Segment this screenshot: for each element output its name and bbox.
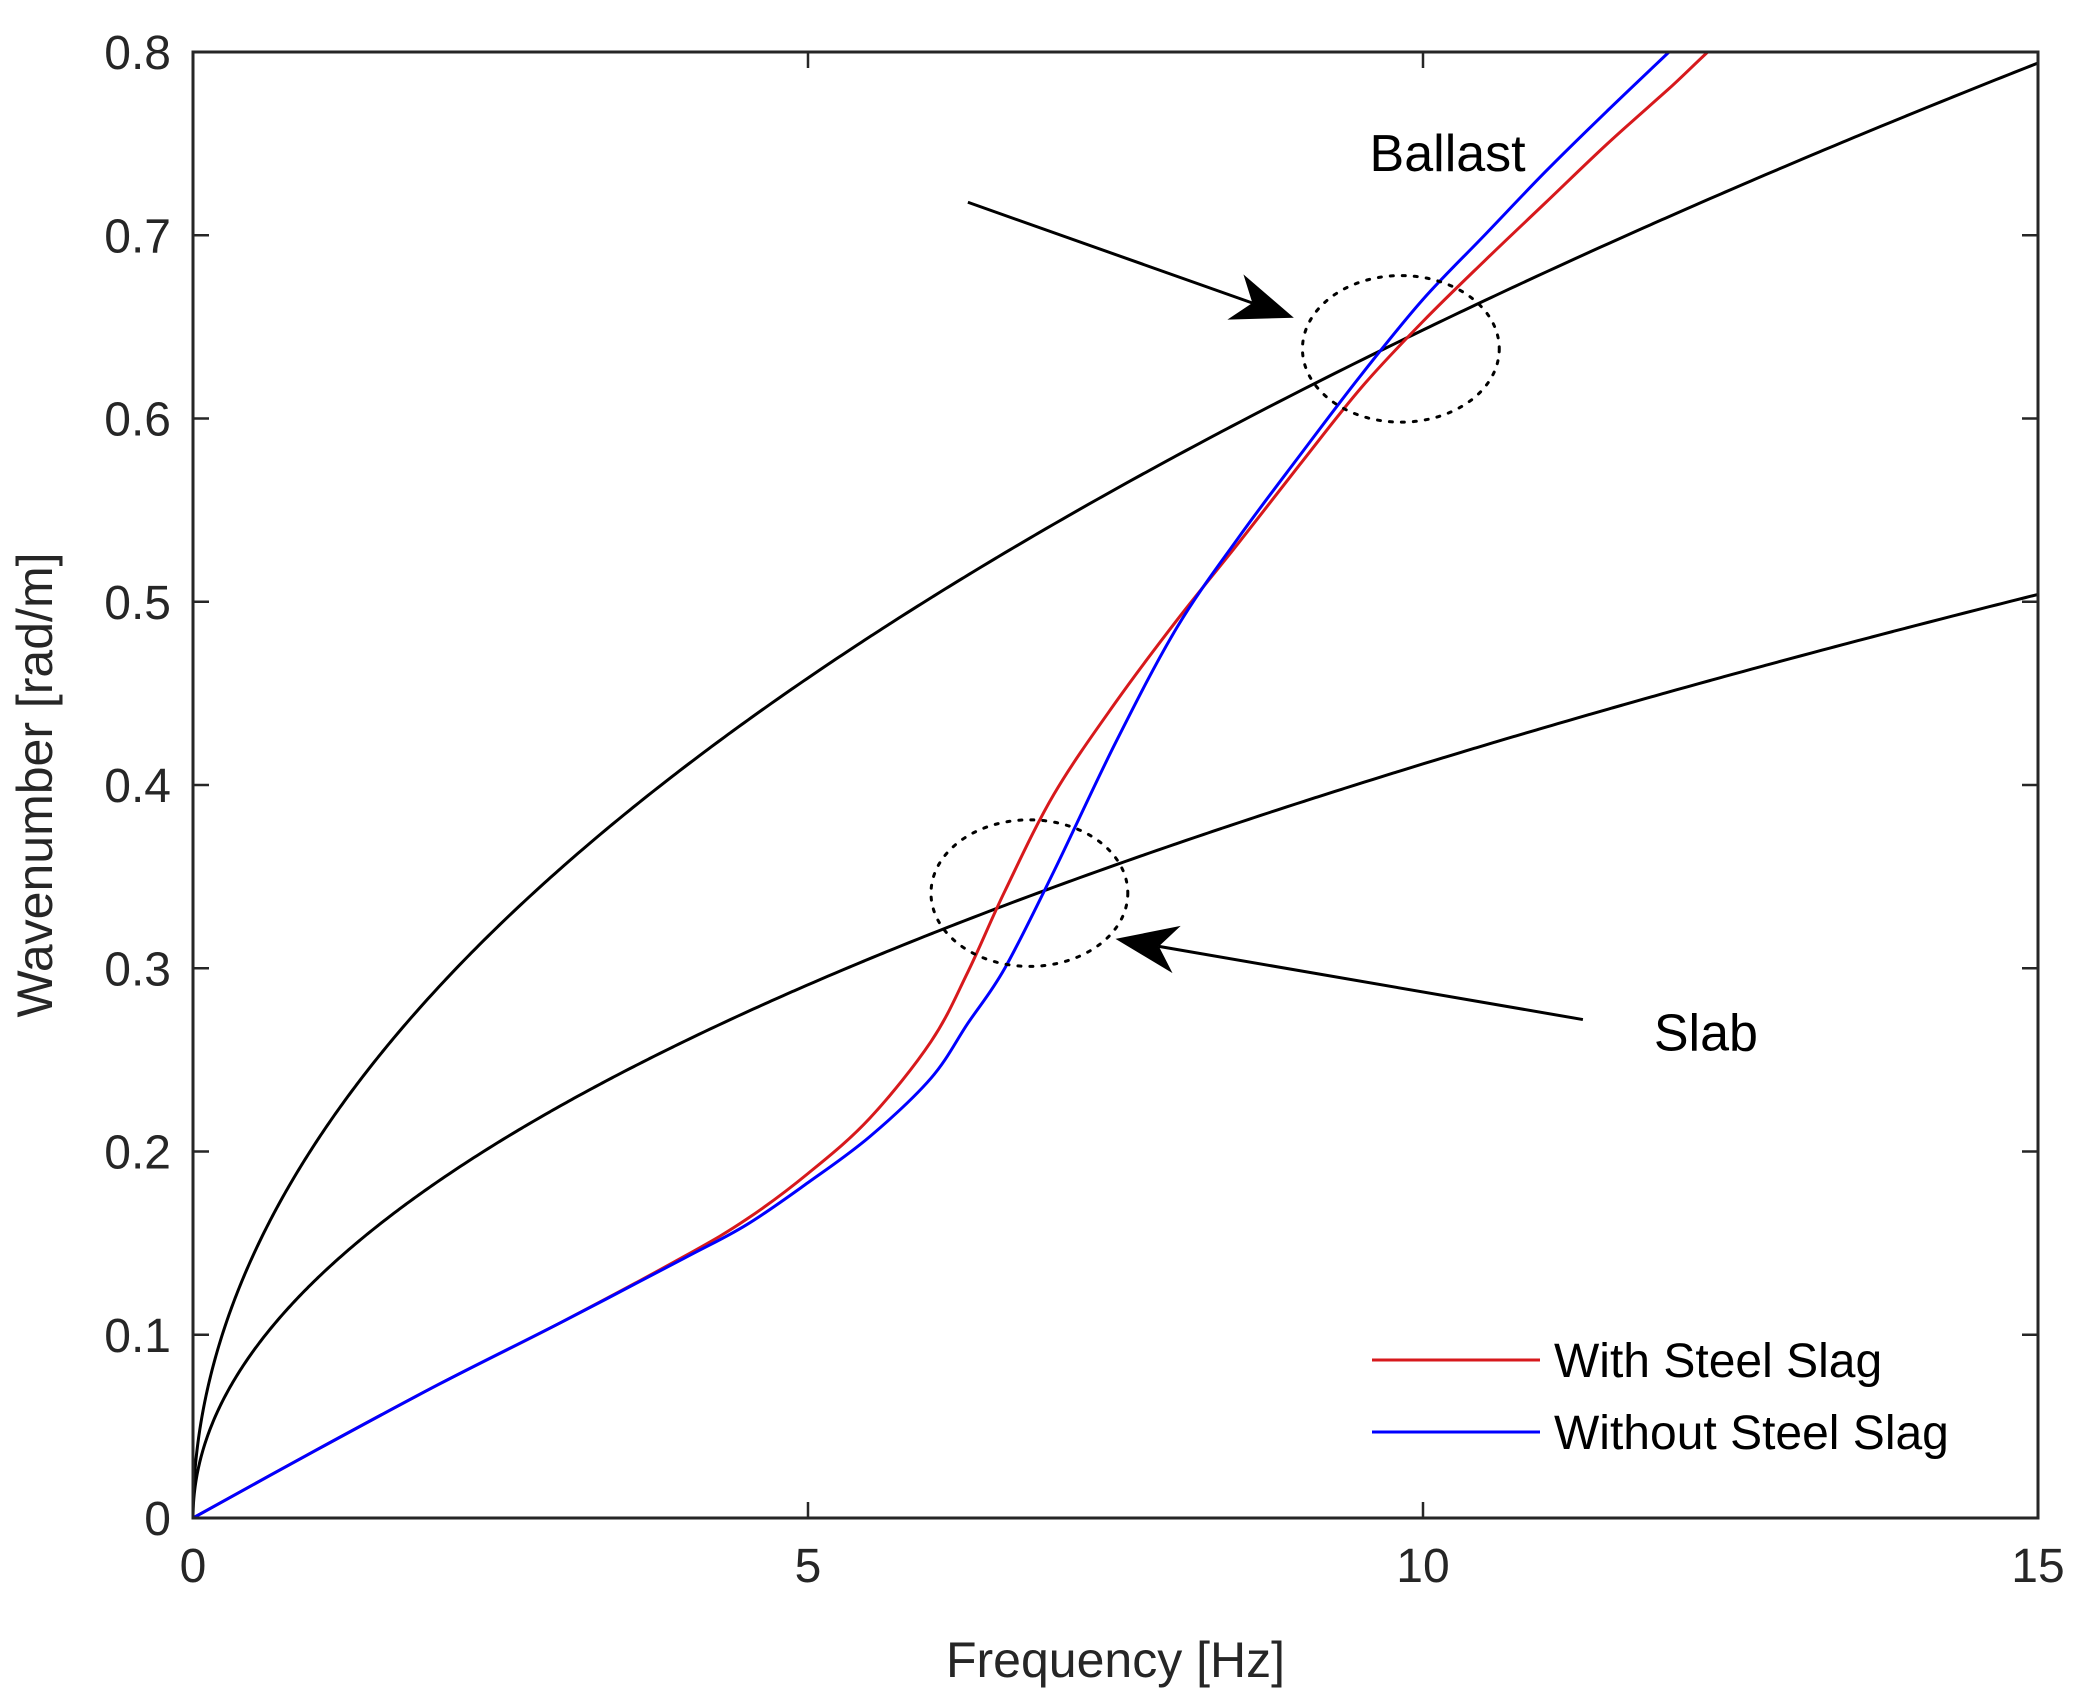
y-tick-label: 0.8 <box>104 27 171 80</box>
x-tick-label: 15 <box>2011 1540 2064 1593</box>
ballast-label: Ballast <box>1370 125 1527 183</box>
slab-arrow-line <box>1158 944 1584 1022</box>
y-tick-label: 0.2 <box>104 1127 171 1180</box>
ballast-arrow-head <box>1227 274 1294 320</box>
y-axis-title: Wavenumber [rad/m] <box>7 553 63 1018</box>
slab-label: Slab <box>1654 1005 1758 1063</box>
tick-layer: 0 5 10 15 0 0.1 0.2 0.3 0.4 0.5 0.6 0.7 0.8 <box>104 27 2064 1593</box>
series-line-without-steel-slag <box>193 52 1671 1518</box>
x-tick-label: 0 <box>180 1540 207 1593</box>
legend-label-with-steel-slag: With Steel Slag <box>1554 1335 1882 1388</box>
series-layer <box>193 52 2038 1518</box>
legend: With Steel Slag Without Steel Slag <box>1372 1335 1949 1460</box>
slab-arrow-head <box>1115 925 1181 974</box>
y-tick-label: 0.6 <box>104 394 171 447</box>
y-tick-label: 0 <box>144 1493 171 1546</box>
y-tick-label: 0.1 <box>104 1310 171 1363</box>
series-line-ballast <box>193 61 2038 1518</box>
y-tick-label: 0.3 <box>104 943 171 996</box>
y-tick-label: 0.4 <box>104 760 171 813</box>
x-tick-label: 10 <box>1396 1540 1449 1593</box>
slab-ellipse <box>929 818 1130 968</box>
annotation-layer: Ballast Slab <box>929 125 1758 1063</box>
x-tick-label: 5 <box>795 1540 822 1593</box>
x-axis-title: Frequency [Hz] <box>946 1632 1285 1688</box>
series-line-slab <box>193 592 2038 1518</box>
legend-label-without-steel-slag: Without Steel Slag <box>1554 1407 1949 1460</box>
y-tick-label: 0.7 <box>104 210 171 263</box>
ballast-ellipse <box>1300 274 1501 424</box>
ballast-arrow-line <box>967 200 1253 305</box>
y-tick-label: 0.5 <box>104 577 171 630</box>
